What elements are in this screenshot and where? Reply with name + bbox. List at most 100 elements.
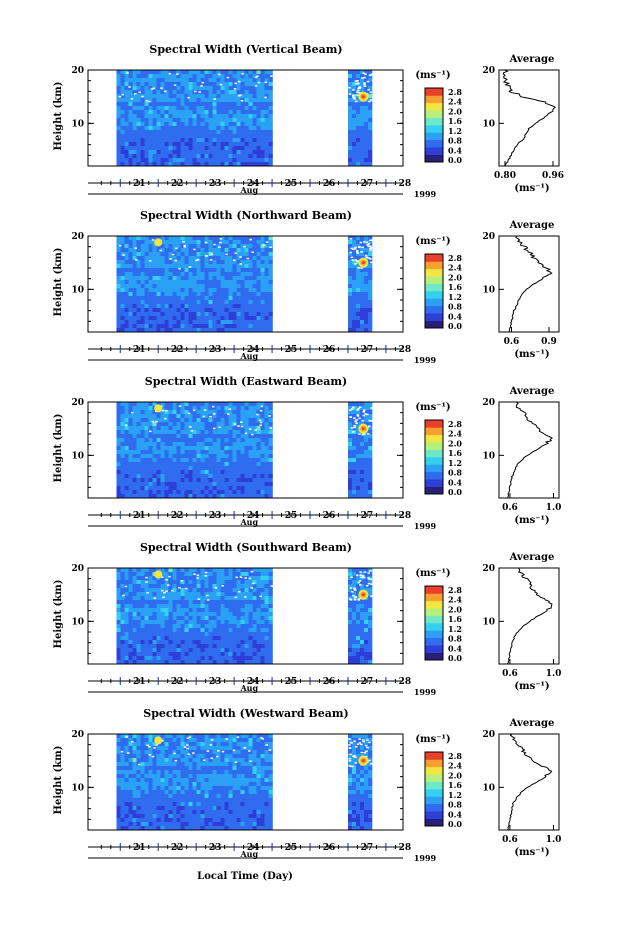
colorbar-frame: [424, 87, 444, 163]
heatmap-segment: [348, 236, 374, 333]
x-tick-label: 24: [247, 677, 260, 687]
colorbar-cell: [425, 254, 443, 262]
x-tick-label: 27: [361, 345, 374, 355]
colorbar-cell: [425, 608, 443, 616]
x-tick-label: 27: [361, 843, 374, 853]
profile-x-label: (ms⁻¹): [514, 515, 549, 526]
colorbar-cell: [425, 434, 443, 443]
x-tick-label: 23: [209, 677, 222, 687]
colorbar-tick-label: 0.8: [448, 302, 462, 312]
colorbar-tick-label: 1.2: [448, 126, 462, 136]
x-tick-label: 27: [361, 179, 374, 189]
x-tick-label: 28: [399, 345, 412, 355]
profile-y-tick-label: 10: [482, 119, 495, 129]
colorbar-tick-label: 2.8: [448, 585, 462, 595]
colorbar-cell: [425, 88, 443, 96]
colorbar-tick-label: 0.0: [448, 487, 462, 497]
colorbar-tick-label: 2.4: [448, 97, 462, 107]
colorbar-tick-label: 1.2: [448, 624, 462, 634]
profile-title: Average: [509, 552, 555, 563]
x-tick-label: 24: [247, 345, 260, 355]
colorbar-tick-label: 2.8: [448, 419, 462, 429]
colorbar-tick-label: 2.0: [448, 438, 462, 448]
colorbar-tick-label: 0.4: [448, 145, 462, 155]
colorbar-cell: [425, 630, 443, 639]
y-tick-label: 20: [71, 730, 84, 740]
month-label: Aug: [239, 185, 258, 195]
heatmap-segment: [116, 734, 273, 831]
colorbar-cell: [425, 796, 443, 805]
colorbar-unit-label: (ms⁻¹): [415, 70, 450, 81]
x-tick-label: 25: [285, 345, 298, 355]
colorbar-cell: [425, 789, 443, 797]
profile-line: [507, 401, 554, 499]
x-tick-label: 28: [399, 677, 412, 687]
colorbar-tick-label: 0.0: [448, 653, 462, 663]
y-tick-label: 20: [71, 564, 84, 574]
colorbar-cell: [425, 261, 443, 270]
axis-frame: [87, 567, 404, 665]
profile-line: [508, 235, 553, 333]
colorbar-tick-label: 1.2: [448, 292, 462, 302]
panel-title: Spectral Width (Southward Beam): [140, 541, 352, 554]
heatmap-segment: [116, 568, 273, 665]
colorbar-cell: [425, 154, 443, 163]
profile-title: Average: [509, 718, 555, 729]
colorbar-tick-label: 1.6: [448, 780, 462, 790]
profile-x-label: (ms⁻¹): [514, 183, 549, 194]
x-tick-label: 21: [133, 677, 146, 687]
colorbar-cell: [425, 457, 443, 465]
x-tick-label: 25: [285, 179, 298, 189]
colorbar-tick-label: 1.6: [448, 282, 462, 292]
colorbar-cell: [425, 298, 443, 307]
x-tick-label: 23: [209, 179, 222, 189]
profile-x-tick-label: 0.6: [504, 337, 520, 347]
colorbar-frame: [424, 253, 444, 329]
colorbar-cell: [425, 781, 443, 790]
year-label: 1999: [414, 521, 437, 531]
y-tick-label: 10: [71, 119, 84, 129]
colorbar-frame: [424, 419, 444, 495]
colorbar-tick-label: 0.0: [448, 155, 462, 165]
x-tick-label: 26: [323, 511, 336, 521]
colorbar-cell: [425, 600, 443, 609]
axis-frame: [87, 235, 404, 333]
colorbar-tick-label: 2.8: [448, 253, 462, 263]
panel-2: Spectral Width (Northward Beam) Height (k…: [53, 209, 560, 365]
colorbar-cell: [425, 313, 443, 321]
x-tick-label: 26: [323, 677, 336, 687]
colorbar-tick-label: 0.8: [448, 136, 462, 146]
colorbar-cell: [425, 442, 443, 450]
profile-frame: [498, 69, 560, 167]
year-label: 1999: [414, 189, 437, 199]
axis-frame: [87, 69, 404, 167]
heatmap-segment: [116, 70, 273, 167]
colorbar-cell: [425, 427, 443, 436]
colorbar-cell: [425, 420, 443, 428]
profile-frame: [498, 567, 560, 665]
profile-y-tick-label: 20: [482, 398, 495, 408]
colorbar-cell: [425, 449, 443, 458]
axis-frame: [87, 401, 404, 499]
colorbar-tick-label: 0.4: [448, 809, 462, 819]
y-tick-label: 20: [71, 66, 84, 76]
colorbar-tick-label: 0.0: [448, 321, 462, 331]
year-label: 1999: [414, 853, 437, 863]
x-tick-label: 23: [209, 511, 222, 521]
colorbar-tick-label: 2.8: [448, 751, 462, 761]
y-axis-label: Height (km): [53, 580, 64, 649]
colorbar-tick-label: 2.4: [448, 429, 462, 439]
colorbar-tick-label: 2.0: [448, 604, 462, 614]
colorbar-unit-label: (ms⁻¹): [415, 402, 450, 413]
profile-y-tick-label: 20: [482, 232, 495, 242]
profile-title: Average: [509, 386, 555, 397]
colorbar-cell: [425, 276, 443, 284]
panel-title: Spectral Width (Northward Beam): [140, 209, 352, 222]
profile-frame: [498, 235, 560, 333]
colorbar-tick-label: 0.8: [448, 468, 462, 478]
colorbar-cell: [425, 305, 443, 314]
profile-y-tick-label: 20: [482, 730, 495, 740]
y-tick-label: 10: [71, 617, 84, 627]
profile-y-tick-label: 10: [482, 783, 495, 793]
